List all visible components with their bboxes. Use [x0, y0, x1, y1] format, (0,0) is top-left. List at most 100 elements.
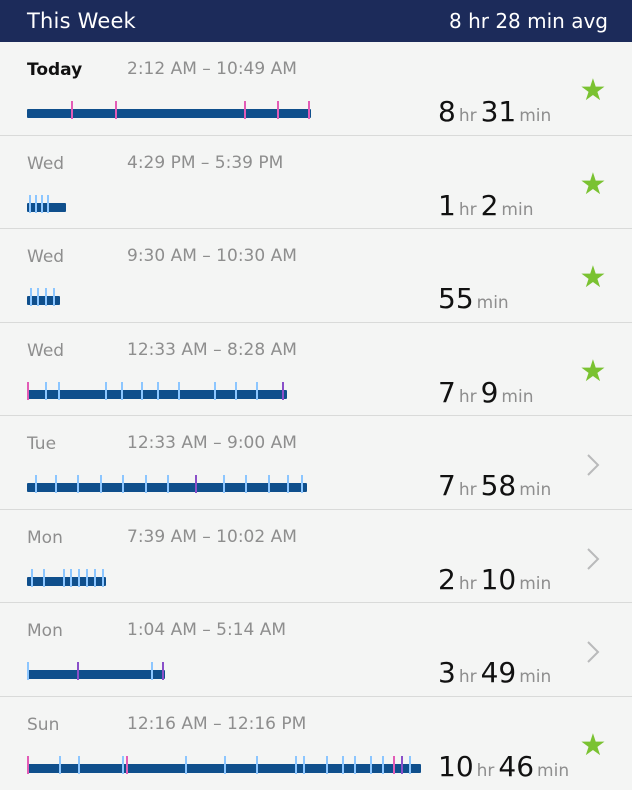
sleep-bar-tick: [35, 475, 37, 493]
sleep-bar-tick: [94, 569, 96, 587]
duration-value: 46: [498, 750, 534, 783]
sleep-bar-tick: [382, 756, 384, 774]
sleep-bar-tick: [77, 662, 79, 680]
sleep-bar-tick: [53, 288, 55, 306]
sleep-day: Sun: [27, 715, 59, 735]
duration-value: 1: [438, 189, 456, 222]
sleep-bar-tick: [126, 756, 128, 774]
duration-value: 10: [481, 563, 517, 596]
sleep-stage-bar: [27, 101, 311, 119]
sleep-bar-tick: [295, 756, 297, 774]
sleep-bar-tick: [245, 475, 247, 493]
sleep-bar-tick: [162, 662, 164, 680]
sleep-bar-base: [27, 670, 165, 679]
chevron-right-icon[interactable]: [578, 450, 608, 480]
sleep-stage-bar: [27, 662, 165, 680]
sleep-bar-tick: [141, 382, 143, 400]
sleep-bar-tick: [287, 475, 289, 493]
chevron-right-icon[interactable]: [578, 544, 608, 574]
duration-unit: min: [519, 667, 551, 687]
star-icon: ★: [578, 170, 608, 200]
duration-unit: min: [501, 200, 533, 220]
sleep-bar-tick: [100, 475, 102, 493]
sleep-bar-tick: [115, 101, 117, 119]
sleep-bar-tick: [59, 756, 61, 774]
sleep-bar-tick: [45, 382, 47, 400]
duration-unit: hr: [477, 761, 495, 781]
sleep-bar-tick: [268, 475, 270, 493]
duration-unit: hr: [459, 200, 477, 220]
sleep-bar-tick: [223, 475, 225, 493]
duration-unit: hr: [459, 574, 477, 594]
sleep-bar-tick: [195, 475, 197, 493]
sleep-bar-tick: [235, 382, 237, 400]
week-title: This Week: [27, 9, 136, 33]
sleep-bar-tick: [71, 101, 73, 119]
week-header: This Week 8 hr 28 min avg: [0, 0, 632, 42]
sleep-bar-tick: [122, 475, 124, 493]
sleep-bar-tick: [41, 195, 43, 213]
sleep-bar-tick: [121, 382, 123, 400]
chevron-right-icon[interactable]: [578, 637, 608, 667]
sleep-bar-tick: [47, 195, 49, 213]
duration-unit: hr: [459, 106, 477, 126]
sleep-time-range: 12:33 AM – 8:28 AM: [127, 340, 297, 360]
sleep-bar-tick: [157, 382, 159, 400]
sleep-bar-tick: [224, 756, 226, 774]
sleep-time-range: 2:12 AM – 10:49 AM: [127, 59, 297, 79]
sleep-stage-bar: [27, 475, 307, 493]
duration-unit: min: [537, 761, 569, 781]
duration-value: 55: [438, 282, 474, 315]
sleep-stage-bar: [27, 756, 421, 774]
duration-unit: min: [519, 106, 551, 126]
sleep-bar-tick: [70, 569, 72, 587]
sleep-time-range: 12:33 AM – 9:00 AM: [127, 433, 297, 453]
sleep-bar-tick: [282, 382, 284, 400]
sleep-bar-tick: [244, 101, 246, 119]
duration-unit: min: [477, 293, 509, 313]
sleep-time-range: 12:16 AM – 12:16 PM: [127, 714, 306, 734]
sleep-bar-tick: [308, 101, 310, 119]
sleep-bar-tick: [303, 756, 305, 774]
sleep-time-range: 4:29 PM – 5:39 PM: [127, 153, 283, 173]
sleep-bar-tick: [78, 756, 80, 774]
duration-value: 2: [481, 189, 499, 222]
sleep-stage-bar: [27, 288, 60, 306]
sleep-bar-tick: [326, 756, 328, 774]
sleep-bar-tick: [301, 475, 303, 493]
duration-value: 3: [438, 656, 456, 689]
sleep-day: Tue: [27, 434, 56, 454]
sleep-bar-tick: [45, 288, 47, 306]
sleep-bar-tick: [31, 569, 33, 587]
sleep-bar-tick: [145, 475, 147, 493]
duration-value: 31: [481, 95, 517, 128]
duration-value: 8: [438, 95, 456, 128]
sleep-time-range: 9:30 AM – 10:30 AM: [127, 246, 297, 266]
duration-unit: min: [519, 480, 551, 500]
sleep-bar-tick: [409, 756, 411, 774]
duration-value: 49: [481, 656, 517, 689]
sleep-day: Wed: [27, 247, 64, 267]
sleep-bar-tick: [35, 195, 37, 213]
sleep-bar-tick: [122, 756, 124, 774]
sleep-bar-tick: [30, 288, 32, 306]
sleep-bar-tick: [27, 756, 29, 774]
star-icon: ★: [578, 731, 608, 761]
sleep-bar-tick: [102, 569, 104, 587]
